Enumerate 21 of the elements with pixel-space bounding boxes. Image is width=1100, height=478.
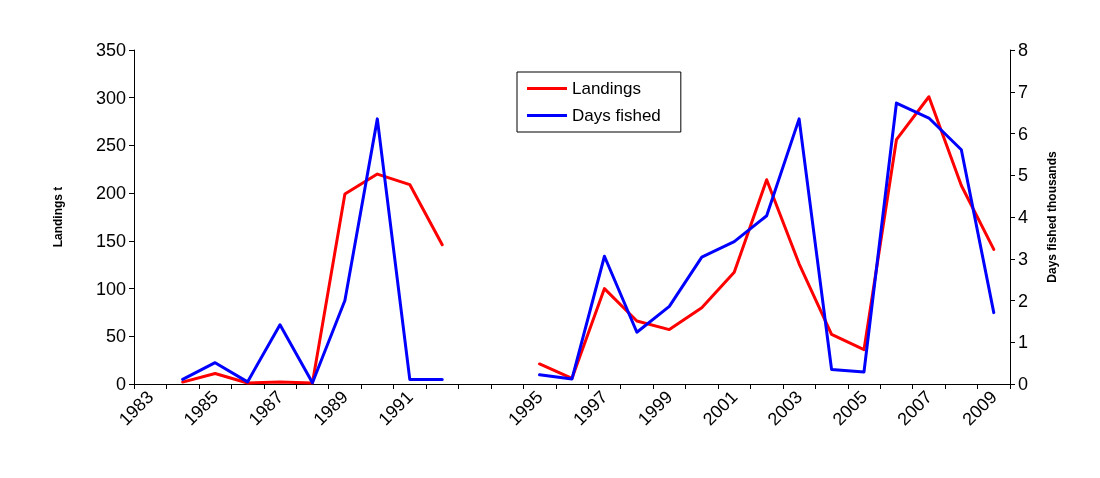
legend-label: Landings (572, 79, 642, 98)
legend-label: Days fished (572, 106, 661, 125)
y-tick-label: 150 (95, 230, 126, 251)
y-axis-title: Landings t (51, 186, 65, 248)
y2-tick-label: 1 (1018, 332, 1029, 353)
y2-tick-label: 4 (1018, 207, 1029, 227)
y-tick-label: 50 (105, 326, 126, 347)
y2-tick-label: 0 (1018, 374, 1029, 394)
y2-tick-label: 6 (1018, 123, 1029, 144)
y-tick-label: 0 (115, 374, 126, 394)
y2-tick-label: 8 (1018, 40, 1029, 60)
y2-tick-label: 3 (1018, 248, 1029, 269)
y2-tick-label: 5 (1018, 165, 1029, 186)
y2-tick-label: 7 (1018, 81, 1029, 102)
y-tick-label: 250 (95, 135, 126, 156)
y-tick-label: 350 (95, 40, 126, 60)
y-tick-label: 100 (95, 278, 126, 299)
y-tick-label: 200 (95, 183, 126, 204)
y2-tick-label: 2 (1018, 290, 1029, 311)
y-tick-label: 300 (95, 87, 126, 108)
y2-axis-title: Days fished thousands (1045, 151, 1059, 283)
